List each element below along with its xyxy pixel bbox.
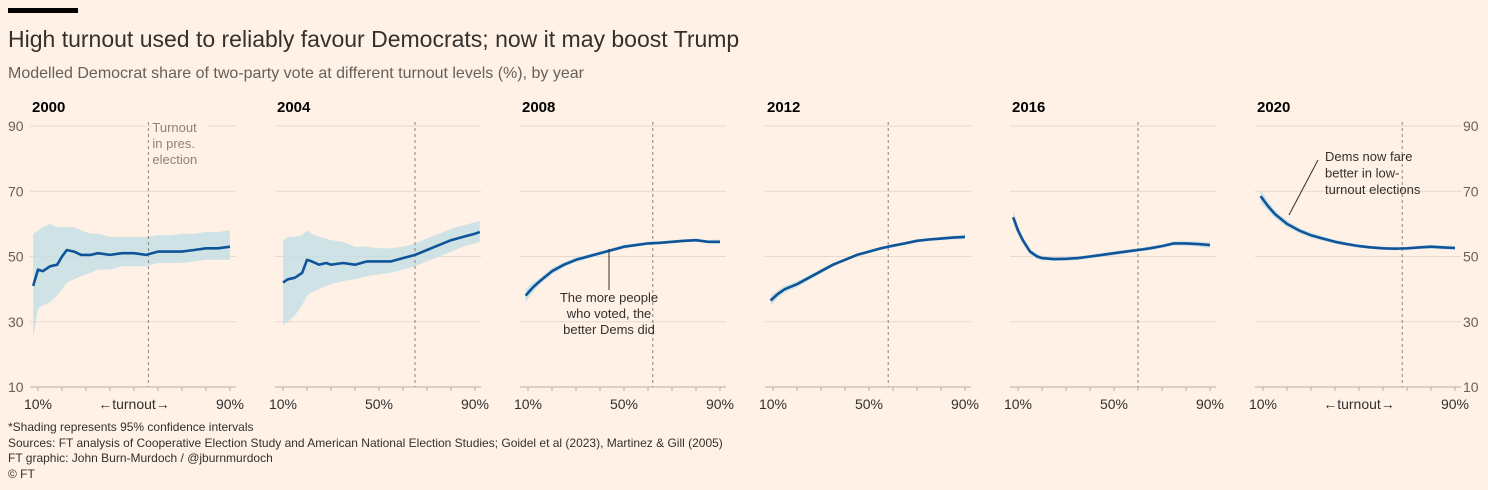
- confidence-band: [1013, 210, 1210, 262]
- x-tick-label: 90%: [1196, 396, 1224, 412]
- annotation-text-line: better in low-: [1325, 166, 1399, 181]
- chart-title: High turnout used to reliably favour Dem…: [8, 26, 740, 52]
- x-axis-turnout-label: ←turnout→: [1323, 396, 1395, 412]
- annotation-leader: [1288, 159, 1319, 216]
- panel-2016: 2016 10% 50% 90%: [1004, 99, 1224, 412]
- annotation-2020: Dems now fare better in low-turnout elect…: [1288, 149, 1421, 216]
- ft-top-rule: [8, 8, 78, 13]
- y-tick-label-left: 10: [8, 379, 24, 395]
- small-multiples-chart: 2000 10% ←turnout→ 90% 2004 10% 50% 90% 2008 10% 5…: [8, 99, 1479, 412]
- footer-credit: FT graphic: John Burn-Murdoch / @jburnmu…: [8, 451, 273, 465]
- turnout-label-line: Turnout: [152, 120, 197, 135]
- footer: *Shading represents 95% confidence inter…: [8, 420, 723, 482]
- y-tick-label-right: 30: [1463, 314, 1479, 330]
- y-tick-label-left: 30: [8, 314, 24, 330]
- confidence-band: [283, 220, 480, 325]
- panel-year-label: 2008: [522, 99, 555, 116]
- x-tick-label: 50%: [855, 396, 883, 412]
- x-tick-label: 50%: [610, 396, 638, 412]
- x-tick-label: 90%: [706, 396, 734, 412]
- y-tick-label-left: 70: [8, 183, 24, 199]
- dem-share-line: [769, 235, 966, 302]
- x-tick-label: 10%: [1249, 396, 1277, 412]
- footer-copyright: © FT: [8, 466, 35, 481]
- dem-share-line: [31, 245, 231, 287]
- footer-sources: Sources: FT analysis of Cooperative Elec…: [8, 435, 723, 450]
- panel-2004: 2004 10% 50% 90%: [269, 99, 489, 412]
- panel-2012: 2012 10% 50% 90%: [759, 99, 979, 412]
- y-tick-label-right: 10: [1463, 379, 1479, 395]
- annotation-bg: [151, 120, 208, 170]
- dem-share-line: [282, 230, 481, 284]
- annotation-text-line: better Dems did: [563, 322, 655, 337]
- x-tick-label: 90%: [461, 396, 489, 412]
- x-tick-label: 10%: [24, 396, 52, 412]
- panel-2008: 2008 10% 50% 90%: [514, 99, 734, 412]
- panel-2000: 2000 10% ←turnout→ 90%: [24, 99, 244, 412]
- y-tick-label-right: 50: [1463, 249, 1479, 265]
- confidence-band: [33, 223, 231, 339]
- chart-subtitle: Modelled Democrat share of two-party vot…: [8, 65, 584, 82]
- y-tick-label-right: 90: [1463, 118, 1479, 134]
- x-tick-label: 10%: [759, 396, 787, 412]
- confidence-band: [770, 234, 965, 306]
- x-tick-label: 50%: [1100, 396, 1128, 412]
- turnout-label-line: election: [152, 152, 197, 167]
- x-axis-turnout-label: ←turnout→: [98, 396, 170, 412]
- x-tick-label: 10%: [1004, 396, 1032, 412]
- x-tick-label: 90%: [1441, 396, 1469, 412]
- footer-note: *Shading represents 95% confidence inter…: [8, 420, 254, 434]
- annotation-text-line: The more people: [560, 290, 658, 305]
- y-tick-label-left: 50: [8, 249, 24, 265]
- panel-year-label: 2000: [32, 99, 65, 116]
- panel-year-label: 2020: [1257, 99, 1290, 116]
- x-tick-label: 90%: [951, 396, 979, 412]
- panel-2020: 2020 10% ←turnout→ 90%: [1249, 99, 1469, 412]
- dem-share-line: [1259, 195, 1456, 250]
- y-tick-label-left: 90: [8, 118, 24, 134]
- annotation-text-line: Dems now fare: [1325, 149, 1412, 164]
- dem-share-line: [524, 238, 720, 297]
- x-tick-label: 90%: [216, 396, 244, 412]
- x-tick-label: 10%: [269, 396, 297, 412]
- annotation-text-line: who voted, the: [566, 306, 652, 321]
- x-tick-label: 10%: [514, 396, 542, 412]
- annotation-text-line: turnout elections: [1325, 182, 1421, 197]
- turnout-label-line: in pres.: [152, 136, 195, 151]
- panel-year-label: 2012: [767, 99, 800, 116]
- panel-year-label: 2016: [1012, 99, 1045, 116]
- panel-year-label: 2004: [277, 99, 311, 116]
- y-tick-label-right: 70: [1463, 183, 1479, 199]
- x-tick-label: 50%: [365, 396, 393, 412]
- confidence-band: [1260, 189, 1455, 251]
- dem-share-line: [1011, 216, 1211, 261]
